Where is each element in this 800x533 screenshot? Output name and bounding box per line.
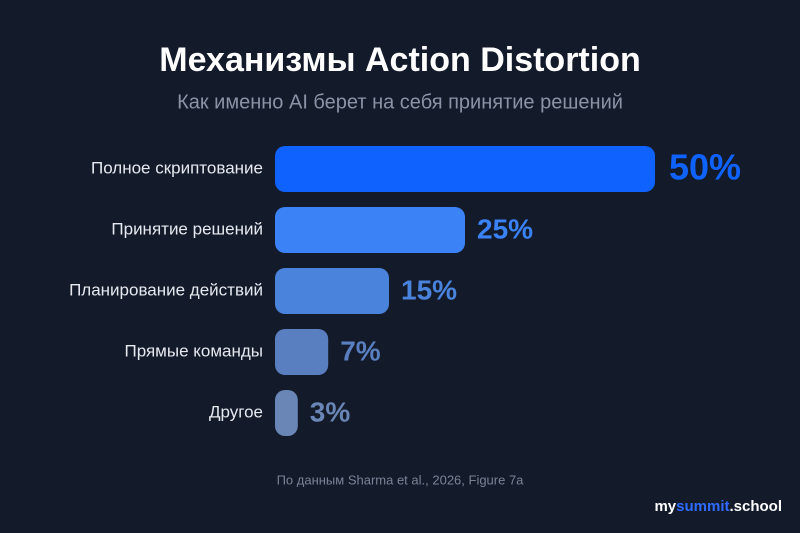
y-tick-label: Другое bbox=[209, 402, 263, 421]
value-label: 25% bbox=[477, 213, 533, 244]
chart-subtitle: Как именно AI берет на себя принятие реш… bbox=[177, 91, 623, 113]
brand-part: summit bbox=[676, 498, 729, 515]
bar bbox=[275, 146, 655, 192]
brand-part: .school bbox=[729, 498, 782, 515]
bar bbox=[275, 390, 298, 436]
value-label: 7% bbox=[340, 335, 381, 366]
y-tick-label: Принятие решений bbox=[111, 219, 263, 238]
chart-title: Механизмы Action Distortion bbox=[159, 41, 640, 79]
brand-part: my bbox=[654, 498, 676, 515]
y-tick-label: Прямые команды bbox=[124, 341, 263, 360]
bar bbox=[275, 207, 465, 253]
y-tick-label: Полное скриптование bbox=[91, 158, 263, 177]
value-label: 15% bbox=[401, 274, 457, 305]
value-label: 3% bbox=[310, 396, 351, 427]
brand-logo: mysummit.school bbox=[654, 498, 782, 515]
source-note: По данным Sharma et al., 2026, Figure 7a bbox=[277, 472, 525, 487]
bar bbox=[275, 268, 389, 314]
y-tick-label: Планирование действий bbox=[69, 280, 263, 299]
bar bbox=[275, 329, 329, 375]
value-label: 50% bbox=[669, 147, 741, 188]
